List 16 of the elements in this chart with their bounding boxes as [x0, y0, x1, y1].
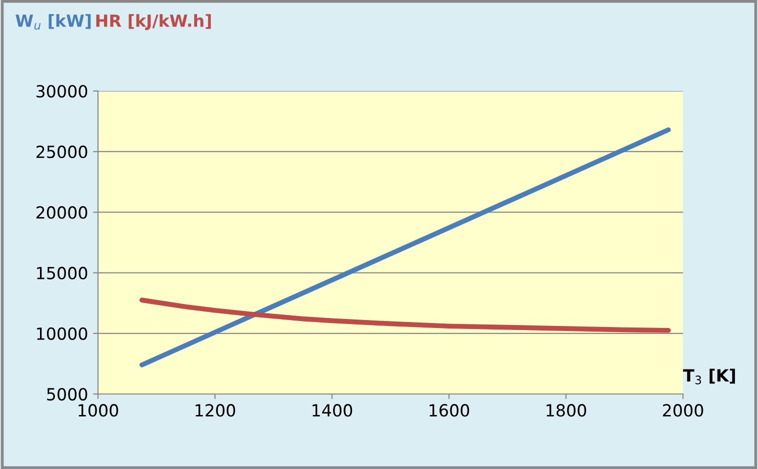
- x-tick-label: 1400: [312, 404, 352, 417]
- text: W$_{u}$ [kW]: [16, 14, 91, 30]
- x-tick-label: 1800: [546, 404, 586, 417]
- y-tick-label: 10000: [37, 327, 88, 340]
- y-tick-label: 30000: [36, 84, 88, 98]
- x-axis-title: T$_{3}$ [K]: [683, 368, 735, 384]
- y-tick-label: 15000: [37, 266, 88, 280]
- y-tick-label: 20000: [36, 206, 88, 219]
- x-tick-label: 1600: [430, 404, 470, 417]
- x-tick-label: 2000: [663, 404, 704, 417]
- text: HR [kJ/kW.h]: [96, 14, 211, 30]
- y-tick-label: 5000: [47, 388, 88, 401]
- x-tick-label: 1200: [196, 404, 236, 417]
- line-series: [139, 298, 671, 333]
- y-tick-label: 25000: [36, 146, 88, 158]
- x-tick-label: 1000: [78, 404, 118, 417]
